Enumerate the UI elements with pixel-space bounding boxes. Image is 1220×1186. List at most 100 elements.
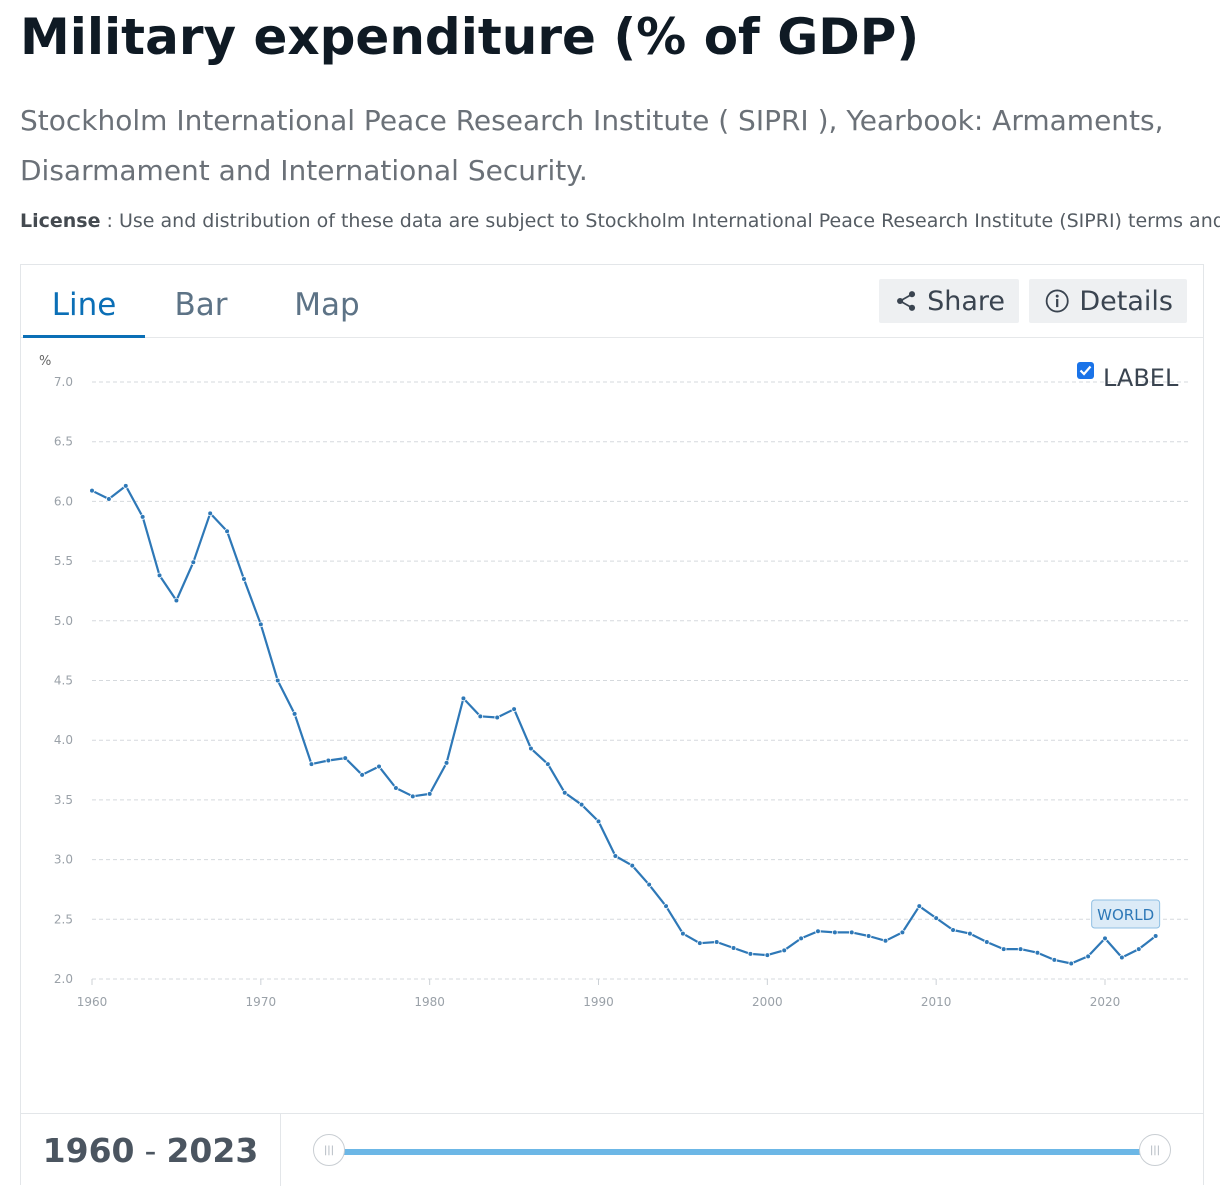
x-tick-label: 1970 xyxy=(246,995,277,1009)
data-point xyxy=(208,511,213,516)
data-point xyxy=(343,756,348,761)
range-end: 2023 xyxy=(166,1131,258,1170)
data-point xyxy=(1119,955,1124,960)
data-point xyxy=(1136,947,1141,952)
data-point xyxy=(951,928,956,933)
grid-lines xyxy=(92,382,1189,985)
data-point xyxy=(309,762,314,767)
range-slider-start-handle[interactable]: ||| xyxy=(313,1134,345,1166)
data-point xyxy=(157,573,162,578)
data-point xyxy=(360,772,365,777)
data-point xyxy=(816,929,821,934)
data-point xyxy=(90,488,95,493)
data-point xyxy=(1052,957,1057,962)
y-tick-label: 2.5 xyxy=(54,912,73,926)
range-separator: - xyxy=(145,1131,157,1170)
x-tick-label: 1980 xyxy=(414,995,445,1009)
data-point xyxy=(225,529,230,534)
y-tick-label: 4.5 xyxy=(54,674,73,688)
data-point xyxy=(697,941,702,946)
data-point xyxy=(562,790,567,795)
data-point xyxy=(1069,961,1074,966)
data-point xyxy=(410,794,415,799)
y-tick-label: 6.0 xyxy=(54,494,73,508)
data-point xyxy=(782,948,787,953)
y-axis-unit: % xyxy=(39,354,51,369)
data-point xyxy=(545,762,550,767)
data-point xyxy=(1153,934,1158,939)
data-point xyxy=(596,819,601,824)
y-tick-label: 5.5 xyxy=(54,554,73,568)
data-point xyxy=(461,696,466,701)
data-point xyxy=(529,746,534,751)
data-point xyxy=(1035,950,1040,955)
y-tick-label: 7.0 xyxy=(54,375,73,389)
data-point xyxy=(258,622,263,627)
data-point xyxy=(883,938,888,943)
data-point xyxy=(579,802,584,807)
checkbox-checked-icon[interactable] xyxy=(1077,362,1094,379)
data-point xyxy=(512,707,517,712)
range-slider-end-handle[interactable]: ||| xyxy=(1139,1134,1171,1166)
range-slider-track[interactable] xyxy=(333,1149,1153,1155)
data-point xyxy=(427,792,432,797)
series-line xyxy=(92,486,1156,964)
y-tick-label: 4.0 xyxy=(54,733,73,747)
line-chart: 2.0 2.5 3.0 3.5 4.0 4.5 5.0 5.5 6.0 6.5 7.0 1960 19… xyxy=(21,265,1203,1113)
x-tick-label: 2000 xyxy=(752,995,783,1009)
data-point xyxy=(630,863,635,868)
data-point xyxy=(832,930,837,935)
data-point xyxy=(1018,947,1023,952)
data-point xyxy=(748,952,753,957)
data-point xyxy=(495,715,500,720)
data-point xyxy=(613,854,618,859)
data-point xyxy=(664,904,669,909)
data-point xyxy=(140,515,145,520)
series-label: WORLD xyxy=(1097,906,1154,924)
license-line: License : Use and distribution of these … xyxy=(20,210,1220,232)
data-point xyxy=(1001,947,1006,952)
data-point xyxy=(681,931,686,936)
data-point xyxy=(765,953,770,958)
data-point xyxy=(968,931,973,936)
y-tick-label: 3.5 xyxy=(54,793,73,807)
data-point xyxy=(377,764,382,769)
data-point xyxy=(1103,936,1108,941)
range-start: 1960 xyxy=(43,1131,135,1170)
data-point xyxy=(191,560,196,565)
x-tick-label: 1960 xyxy=(77,995,108,1009)
data-point xyxy=(984,940,989,945)
data-point xyxy=(326,758,331,763)
y-tick-label: 6.5 xyxy=(54,435,73,449)
y-tick-label: 5.0 xyxy=(54,614,73,628)
data-point xyxy=(900,930,905,935)
data-point xyxy=(1086,954,1091,959)
data-point xyxy=(106,497,111,502)
data-point xyxy=(292,712,297,717)
page-title: Military expenditure (% of GDP) xyxy=(20,8,919,66)
y-tick-label: 3.0 xyxy=(54,853,73,867)
y-tick-label: 2.0 xyxy=(54,972,73,986)
year-range: 1960 - 2023 xyxy=(21,1114,281,1186)
data-point xyxy=(849,930,854,935)
label-toggle-text[interactable]: LABEL xyxy=(1103,364,1179,392)
x-tick-label: 2010 xyxy=(921,995,952,1009)
data-point xyxy=(647,882,652,887)
y-tick-labels: 2.0 2.5 3.0 3.5 4.0 4.5 5.0 5.5 6.0 6.5 7.0 xyxy=(54,375,73,986)
data-point xyxy=(731,946,736,951)
data-point xyxy=(394,786,399,791)
source-text: Stockholm International Peace Research I… xyxy=(20,96,1210,196)
range-footer: 1960 - 2023 ||| ||| xyxy=(21,1113,1203,1186)
data-point xyxy=(866,934,871,939)
data-point xyxy=(934,916,939,921)
data-point xyxy=(714,940,719,945)
license-text: : Use and distribution of these data are… xyxy=(101,210,1220,232)
data-point xyxy=(444,760,449,765)
data-point xyxy=(123,483,128,488)
data-point xyxy=(799,936,804,941)
data-point xyxy=(275,678,280,683)
data-point xyxy=(242,577,247,582)
label-toggle[interactable]: LABEL xyxy=(1077,362,1179,392)
